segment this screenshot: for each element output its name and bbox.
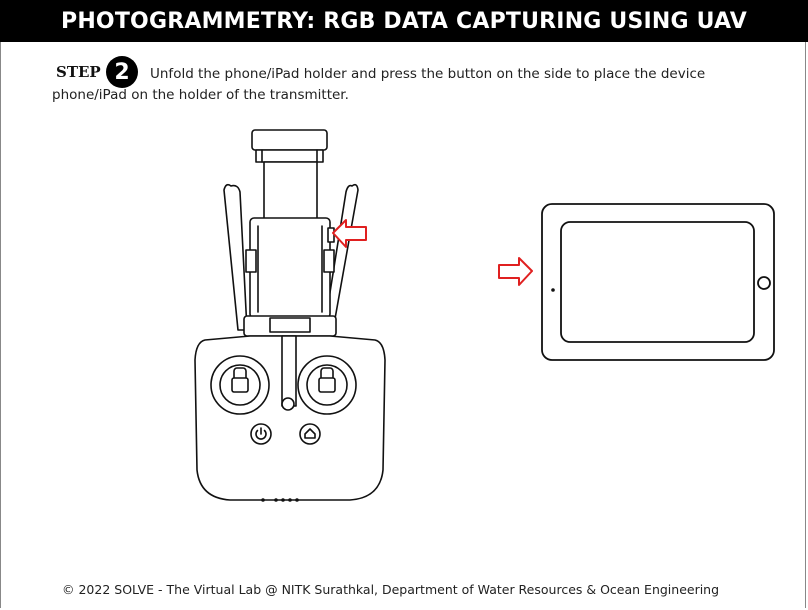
holder-top-clamp <box>251 129 328 151</box>
battery-indicator-dots <box>261 498 299 502</box>
step-label: STEP <box>56 63 101 81</box>
step-number-badge: 2 <box>106 56 138 88</box>
tablet-icon <box>541 203 775 361</box>
left-antenna <box>223 183 248 331</box>
arrow-left-icon <box>332 219 367 248</box>
holder-side-button <box>327 227 335 243</box>
transmitter-icon <box>194 129 386 502</box>
step-instruction: Unfold the phone/iPad holder and press t… <box>52 66 706 103</box>
page-title: PHOTOGRAMMETRY: RGB DATA CAPTURING USING… <box>0 0 808 42</box>
device-holder <box>249 217 331 319</box>
return-home-icon <box>299 423 321 445</box>
power-icon <box>250 423 272 445</box>
footer-copyright: © 2022 SOLVE - The Virtual Lab @ NITK Su… <box>62 582 720 597</box>
arrow-right-icon <box>498 257 533 286</box>
